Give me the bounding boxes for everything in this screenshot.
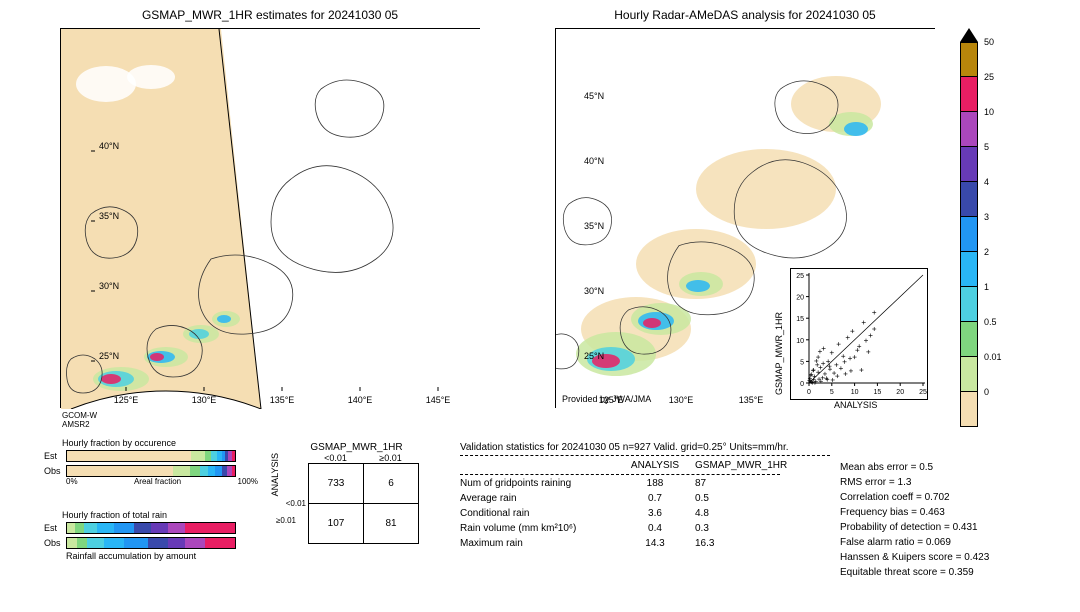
svg-text:25: 25 — [796, 273, 804, 280]
svg-text:145°E: 145°E — [426, 395, 451, 405]
ct-v21: 107 — [309, 504, 364, 544]
svg-text:140°E: 140°E — [348, 395, 373, 405]
svg-text:10: 10 — [851, 389, 859, 396]
ct-v22: 81 — [364, 504, 419, 544]
svg-text:135°E: 135°E — [270, 395, 295, 405]
occurrence-obs-bar — [66, 465, 236, 477]
svg-text:10: 10 — [796, 338, 804, 345]
svg-text:130°E: 130°E — [192, 395, 217, 405]
svg-text:40°N: 40°N — [99, 141, 119, 151]
svg-text:25°N: 25°N — [584, 351, 604, 361]
svg-text:15: 15 — [874, 389, 882, 396]
svg-text:0: 0 — [807, 389, 811, 396]
svg-text:130°E: 130°E — [669, 395, 694, 405]
contingency-header: GSMAP_MWR_1HR — [294, 442, 419, 453]
svg-text:35°N: 35°N — [99, 211, 119, 221]
contingency-block: GSMAP_MWR_1HR ANALYSIS <0.01 ≥0.01 <0.01… — [268, 442, 419, 554]
left-map: 25°N 30°N 35°N 40°N 125°E 130°E 135°E 140°E 145… — [60, 28, 480, 408]
validation-col1: ANALYSIS — [615, 460, 695, 471]
ct-v12: 6 — [364, 464, 419, 504]
occurrence-title: Hourly fraction by occurence — [62, 438, 258, 448]
metrics-block: Mean abs error = 0.5RMS error = 1.3Corre… — [840, 460, 989, 580]
svg-text:20: 20 — [896, 389, 904, 396]
svg-text:15: 15 — [796, 316, 804, 323]
svg-text:0: 0 — [800, 381, 804, 388]
colorbar: 502510543210.50.010 — [960, 28, 978, 427]
occurrence-est-bar — [66, 450, 236, 462]
svg-text:25°N: 25°N — [99, 351, 119, 361]
svg-text:125°E: 125°E — [114, 395, 139, 405]
validation-block: Validation statistics for 20241030 05 n=… — [460, 442, 830, 551]
totalrain-obs-bar — [66, 537, 236, 549]
sensor-label: GCOM-W AMSR2 — [62, 412, 97, 430]
svg-text:40°N: 40°N — [584, 156, 604, 166]
occurrence-est-label: Est — [44, 451, 62, 461]
scatter-plot: 00 5 5 10 10 15 15 20 20 25 25 — [790, 268, 928, 400]
provider-label: Provided by JWA/JMA — [562, 394, 651, 404]
svg-text:5: 5 — [800, 359, 804, 366]
right-panel-title: Hourly Radar-AMeDAS analysis for 2024103… — [555, 8, 935, 22]
occurrence-block: Hourly fraction by occurence Est Obs 0% … — [44, 438, 258, 486]
validation-header: Validation statistics for 20241030 05 n=… — [460, 442, 830, 453]
totalrain-caption: Rainfall accumulation by amount — [66, 551, 236, 561]
contingency-row-axis: ANALYSIS — [268, 453, 280, 554]
svg-text:20: 20 — [796, 295, 804, 302]
svg-text:30°N: 30°N — [99, 281, 119, 291]
svg-text:35°N: 35°N — [584, 221, 604, 231]
scatter-ylabel: GSMAP_MWR_1HR — [774, 312, 784, 395]
svg-text:45°N: 45°N — [584, 91, 604, 101]
totalrain-block: Hourly fraction of total rain Est Obs Ra… — [44, 510, 236, 561]
totalrain-est-bar — [66, 522, 236, 534]
svg-text:30°N: 30°N — [584, 286, 604, 296]
totalrain-title: Hourly fraction of total rain — [62, 510, 236, 520]
left-panel-title: GSMAP_MWR_1HR estimates for 20241030 05 — [60, 8, 480, 22]
svg-text:5: 5 — [830, 389, 834, 396]
occurrence-obs-label: Obs — [44, 466, 62, 476]
svg-text:135°E: 135°E — [739, 395, 764, 405]
svg-text:25: 25 — [919, 389, 927, 396]
ct-v11: 733 — [309, 464, 364, 504]
scatter-xlabel: ANALYSIS — [834, 400, 877, 410]
validation-col2: GSMAP_MWR_1HR — [695, 460, 795, 471]
